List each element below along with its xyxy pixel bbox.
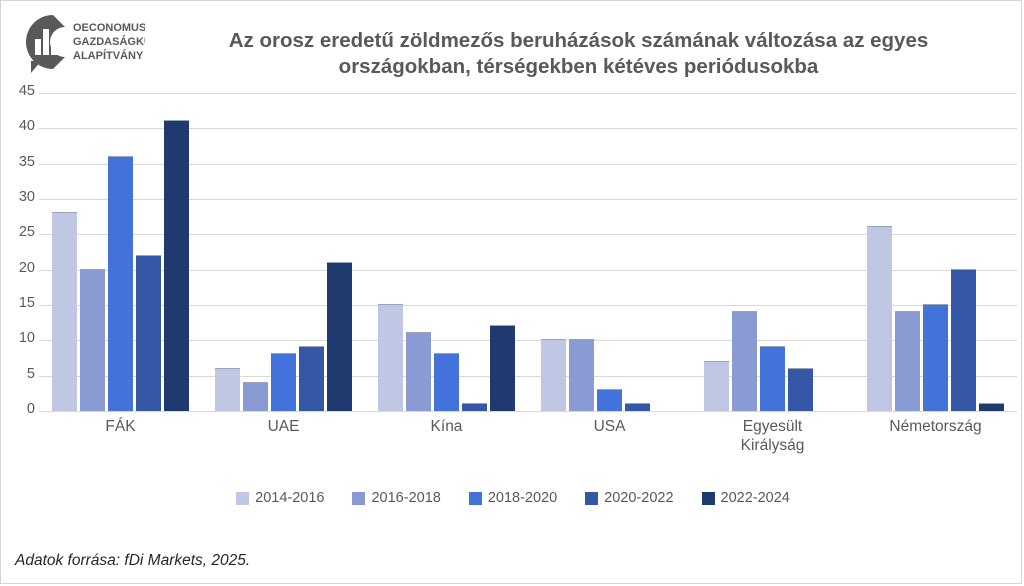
svg-text:OECONOMUS: OECONOMUS bbox=[73, 22, 145, 34]
svg-text:ALAPÍTVÁNY: ALAPÍTVÁNY bbox=[73, 49, 144, 62]
svg-text:GAZDASÁGKUTATÓ: GAZDASÁGKUTATÓ bbox=[73, 35, 145, 48]
